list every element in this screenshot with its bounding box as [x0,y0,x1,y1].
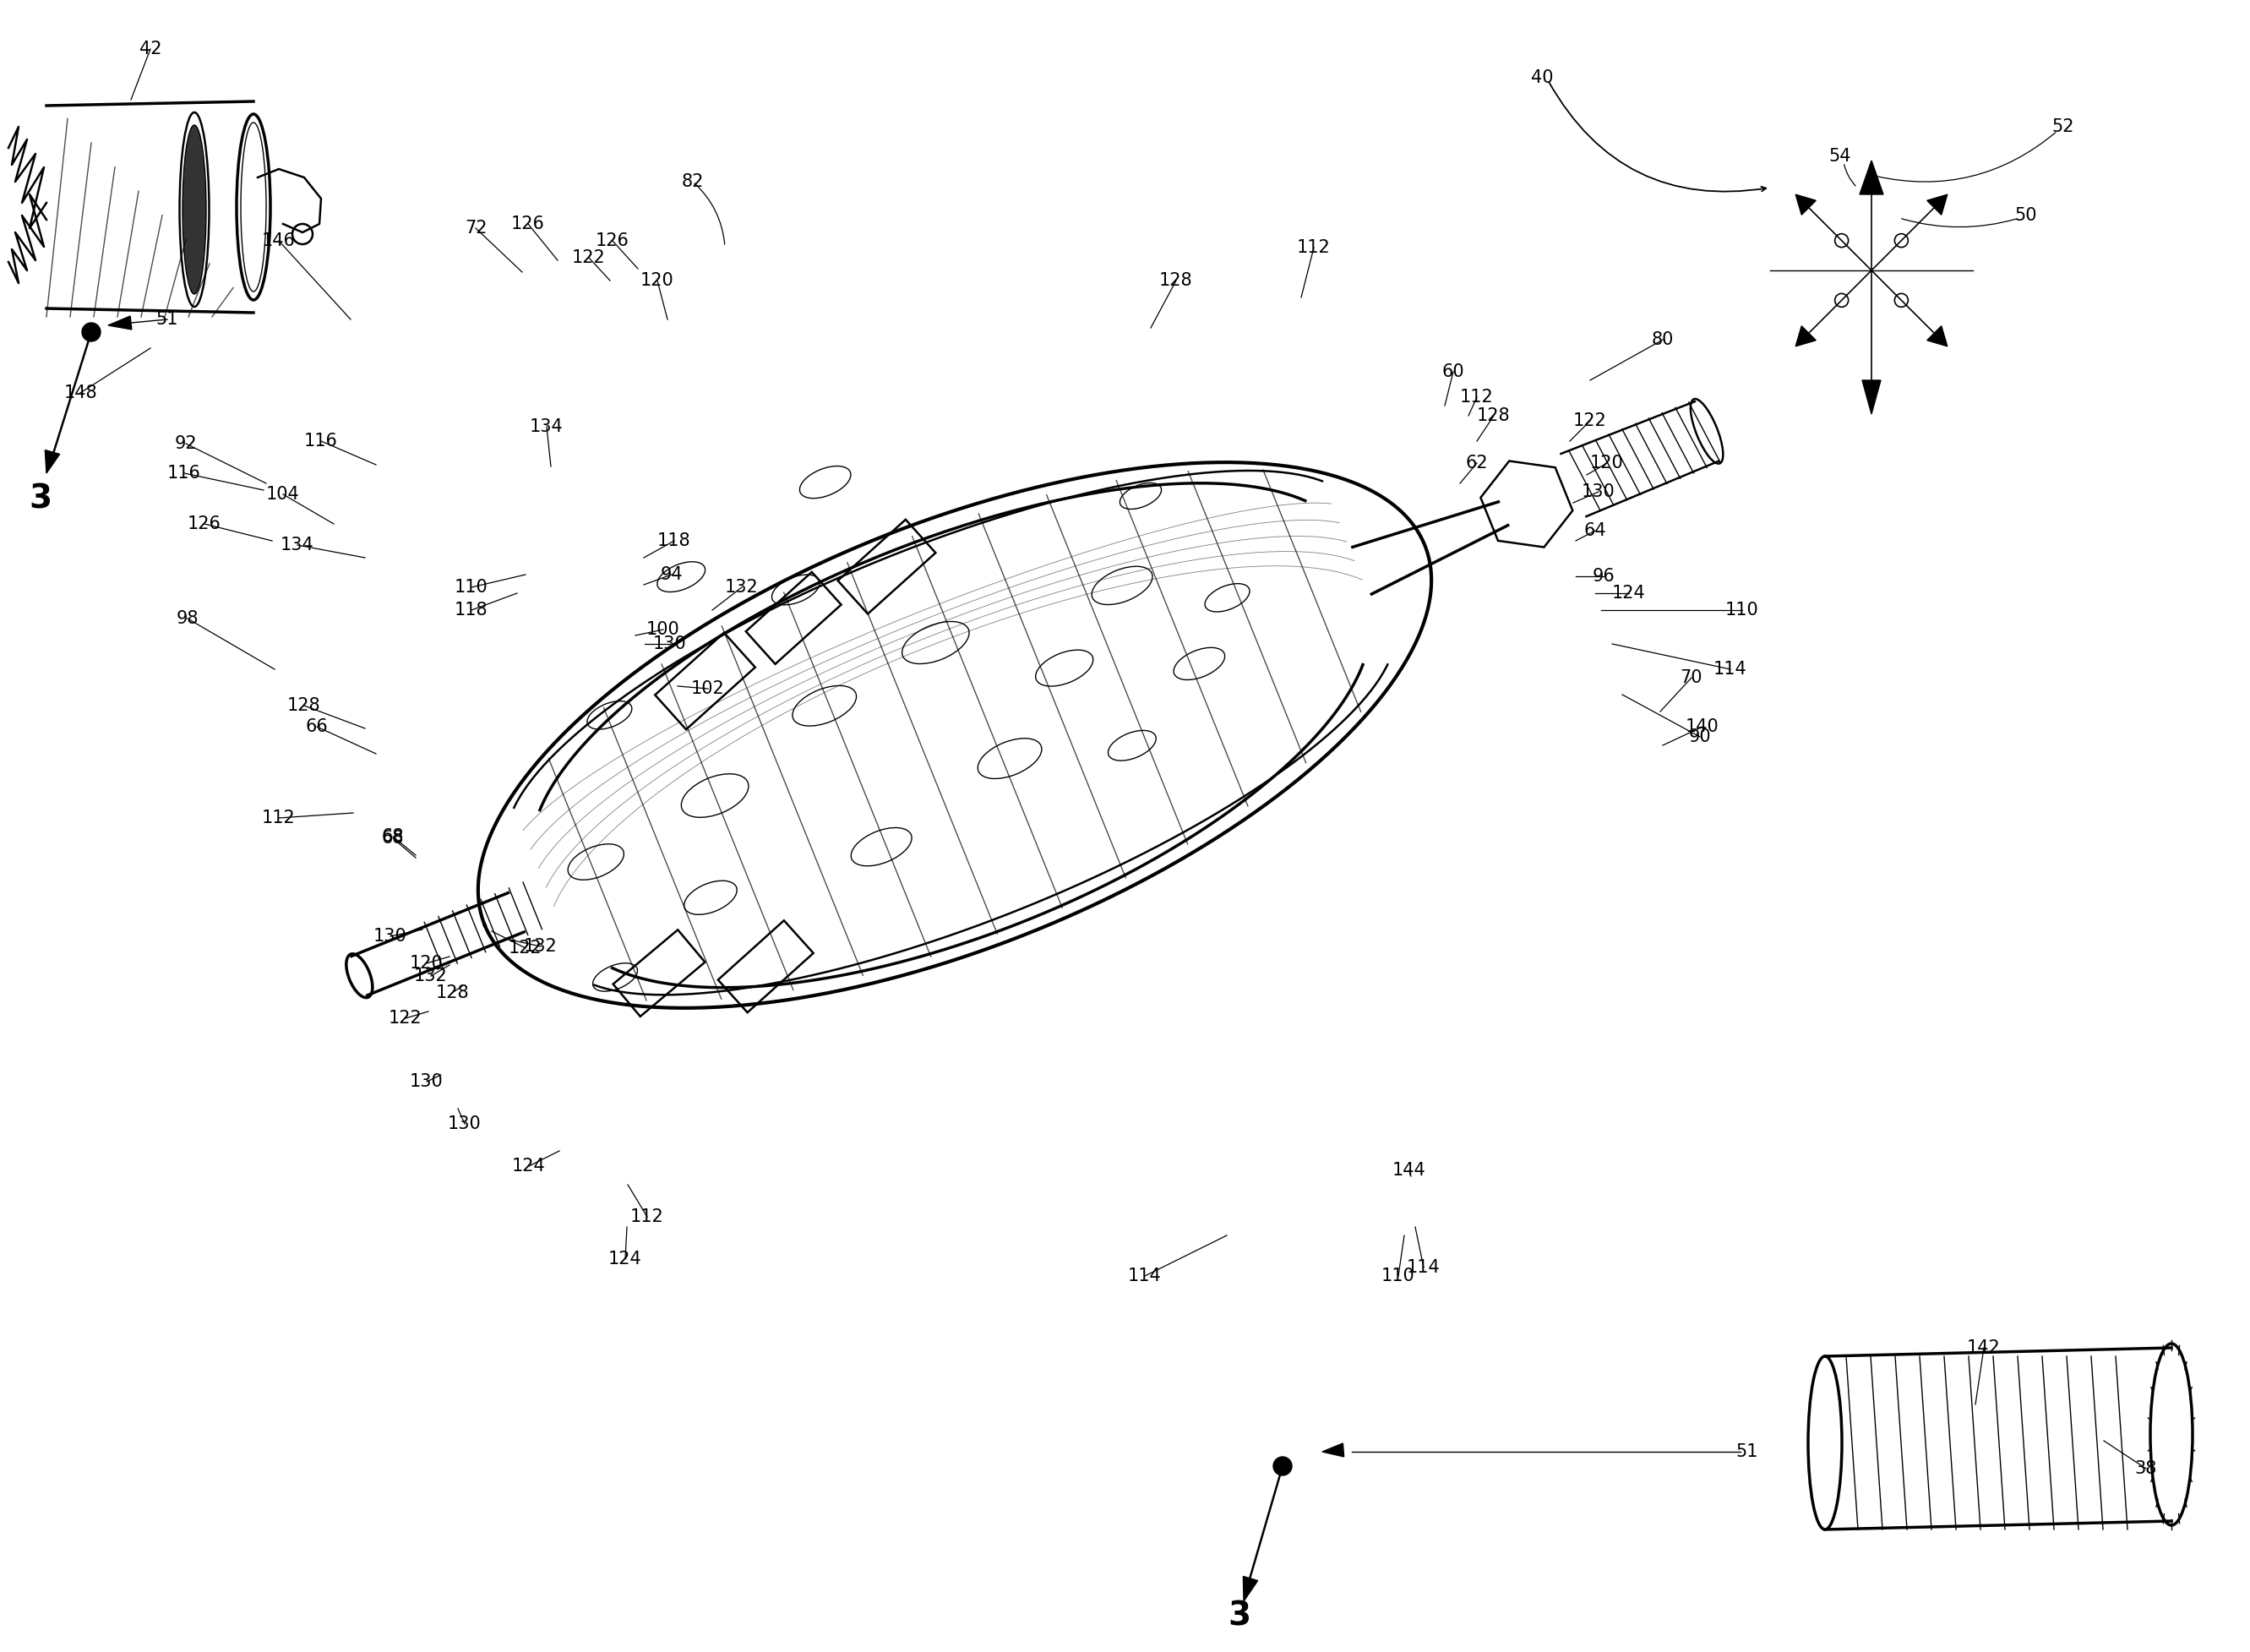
Text: 126: 126 [596,233,630,249]
Text: 122: 122 [572,249,605,266]
Text: 134: 134 [529,418,562,434]
Text: 102: 102 [691,681,724,697]
Text: 128: 128 [288,697,322,714]
Text: 50: 50 [2016,206,2036,225]
Text: 140: 140 [1685,719,1719,735]
Polygon shape [45,449,61,472]
Text: 3: 3 [29,482,52,515]
Text: 116: 116 [166,464,200,482]
Ellipse shape [1690,398,1724,464]
Text: 70: 70 [1681,669,1703,686]
Text: 110: 110 [1381,1267,1415,1284]
Polygon shape [1863,380,1881,415]
Text: 114: 114 [1127,1267,1161,1284]
Ellipse shape [1834,294,1847,307]
Polygon shape [1926,195,1946,215]
Ellipse shape [1834,235,1847,248]
Text: 112: 112 [1296,240,1330,256]
Text: 112: 112 [261,809,295,826]
Polygon shape [1796,325,1816,347]
Text: 130: 130 [1582,484,1615,501]
Text: 42: 42 [140,41,162,58]
Text: 128: 128 [434,985,468,1001]
Ellipse shape [1809,1356,1843,1530]
Text: 146: 146 [261,233,295,249]
Text: 94: 94 [661,567,684,583]
Polygon shape [1244,1576,1258,1601]
Text: 130: 130 [410,1074,443,1090]
Ellipse shape [1273,1457,1291,1475]
Text: 130: 130 [374,928,407,945]
Text: 126: 126 [511,215,544,233]
Text: 110: 110 [1726,601,1759,618]
Text: 132: 132 [414,968,448,985]
Text: 144: 144 [1393,1161,1426,1180]
Text: 120: 120 [641,273,675,289]
Text: 51: 51 [1737,1444,1760,1460]
Text: 100: 100 [646,621,680,638]
Text: 90: 90 [1690,729,1712,745]
Text: 112: 112 [1460,388,1494,406]
Polygon shape [1861,160,1883,195]
Text: 3: 3 [1228,1599,1251,1632]
Text: 80: 80 [1652,332,1674,349]
Text: 64: 64 [1584,522,1606,539]
Text: 126: 126 [187,515,221,532]
Ellipse shape [81,322,101,342]
Text: 60: 60 [1442,363,1465,380]
Text: 68: 68 [382,829,405,847]
Text: 120: 120 [410,955,443,971]
Polygon shape [108,316,133,329]
Ellipse shape [346,953,374,998]
Text: 62: 62 [1465,454,1487,471]
Ellipse shape [1894,294,1908,307]
Text: 120: 120 [1591,454,1624,471]
Text: 66: 66 [306,719,328,735]
Polygon shape [1926,325,1946,347]
Text: 148: 148 [63,385,97,401]
Text: 92: 92 [176,434,198,453]
Text: 98: 98 [176,610,198,628]
Text: 40: 40 [1530,69,1552,86]
Ellipse shape [236,114,270,301]
Ellipse shape [1894,235,1908,248]
Text: 132: 132 [524,938,558,955]
Text: 118: 118 [454,601,488,618]
Text: 51: 51 [155,311,178,327]
Text: 116: 116 [304,433,337,449]
Polygon shape [1796,195,1816,215]
Polygon shape [1323,1444,1343,1457]
Text: 124: 124 [608,1251,641,1267]
Text: 124: 124 [1613,585,1645,601]
Text: 128: 128 [1159,273,1192,289]
Text: 68: 68 [382,828,405,846]
Text: 82: 82 [682,173,704,190]
Text: 112: 112 [630,1208,664,1226]
Text: 114: 114 [1714,661,1748,677]
Text: 104: 104 [266,486,299,502]
Text: 142: 142 [1966,1340,2000,1356]
Text: 96: 96 [1593,568,1616,585]
Text: 122: 122 [1573,413,1606,430]
Text: 134: 134 [281,537,315,553]
Text: 128: 128 [1476,408,1510,425]
Text: 52: 52 [2052,119,2074,135]
Text: 54: 54 [1829,149,1852,165]
Text: 114: 114 [1406,1259,1440,1275]
Ellipse shape [182,126,207,294]
Text: 130: 130 [652,636,686,653]
Text: 72: 72 [463,220,486,236]
Text: 110: 110 [454,578,488,596]
Text: 38: 38 [2135,1460,2158,1477]
Text: 130: 130 [448,1115,481,1132]
Text: 118: 118 [657,532,691,548]
Text: 124: 124 [513,1158,547,1175]
Text: 122: 122 [389,1009,423,1026]
Ellipse shape [2151,1343,2192,1525]
Text: 132: 132 [724,578,758,596]
Text: 122: 122 [508,940,542,957]
